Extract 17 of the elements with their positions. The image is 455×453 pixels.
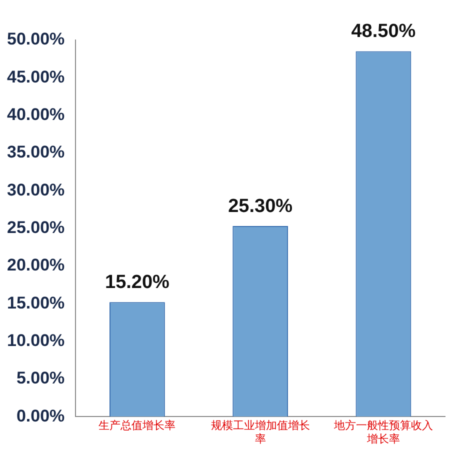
x-tick-label: 地方一般性预算收入增长率: [332, 419, 433, 446]
y-tick-label: 30.00%: [6, 180, 65, 200]
y-tick-label: 45.00%: [6, 67, 65, 86]
data-label: 15.20%: [104, 272, 170, 293]
y-tick-label: 10.00%: [6, 330, 65, 350]
y-tick-label: 25.00%: [6, 218, 65, 237]
data-label: 48.50%: [351, 21, 416, 42]
y-tick-label: 35.00%: [6, 142, 65, 162]
y-tick-label: 15.00%: [6, 293, 65, 312]
x-tick-label: 生产总值增长率: [98, 419, 176, 432]
y-tick-label: 50.00%: [6, 30, 65, 49]
x-tick-label: 规模工业增加值增长率: [210, 419, 310, 446]
y-tick-label: 20.00%: [6, 256, 65, 275]
data-label: 25.30%: [228, 196, 293, 217]
y-tick-label: 0.00%: [16, 406, 65, 426]
y-tick-label: 40.00%: [6, 105, 65, 124]
y-tick-label: 5.00%: [16, 368, 65, 388]
